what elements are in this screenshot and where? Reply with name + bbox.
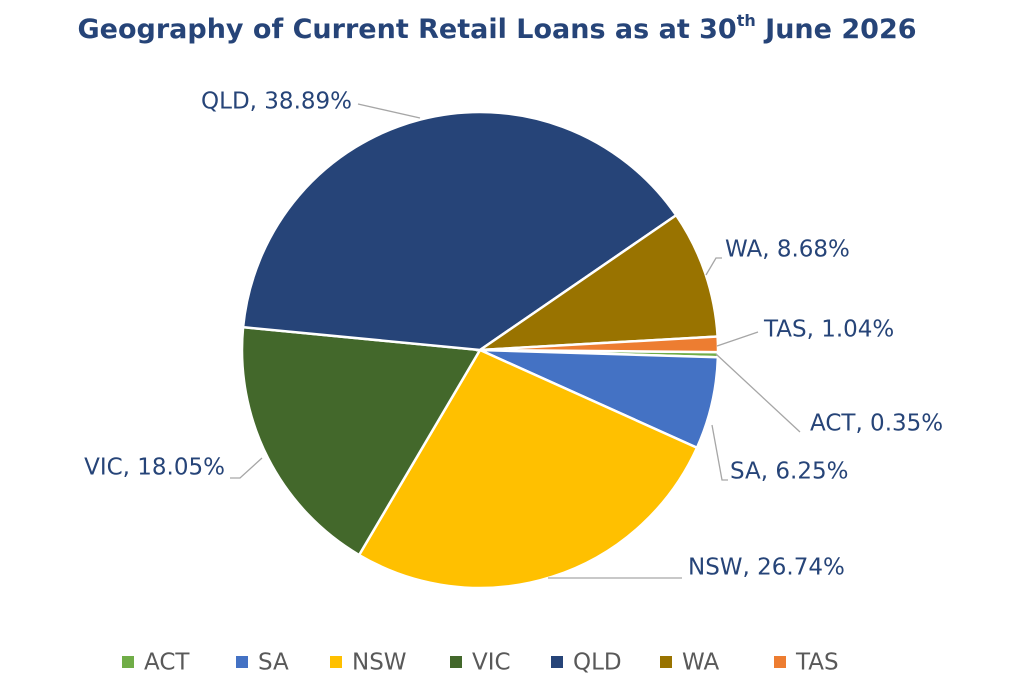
leader-line [705,257,722,276]
pie-slice [241,110,678,352]
data-label: SA, 6.25% [730,459,848,485]
legend-marker [660,656,672,668]
legend-label: TAS [795,650,839,676]
data-label: VIC, 18.05% [84,455,225,481]
pie-slice [240,325,483,557]
pie-slice [479,335,720,354]
legend-label: ACT [144,650,190,676]
legend-label: SA [258,650,289,676]
data-label: NSW, 26.74% [688,555,845,581]
pie-slice [357,348,699,590]
legend-marker [774,656,786,668]
legend-label: NSW [352,650,407,676]
legend-marker [236,656,248,668]
legend-marker [551,656,563,668]
leader-line [716,331,759,347]
legend-marker [330,656,342,668]
leader-line [230,457,263,479]
pie-slice [475,213,719,352]
legend-label: VIC [472,650,511,676]
leader-line [711,424,728,481]
leader-line [357,103,421,119]
data-label: QLD, 38.89% [201,89,352,115]
data-label: WA, 8.68% [725,237,850,263]
legend-label: WA [682,650,719,676]
legend-label: QLD [573,650,622,676]
data-label: TAS, 1.04% [763,317,894,343]
data-label: ACT, 0.35% [810,411,943,437]
legend-marker [122,656,134,668]
chart-title: Geography of Current Retail Loans as at … [77,11,916,45]
leader-line [715,353,801,433]
legend-marker [450,656,462,668]
